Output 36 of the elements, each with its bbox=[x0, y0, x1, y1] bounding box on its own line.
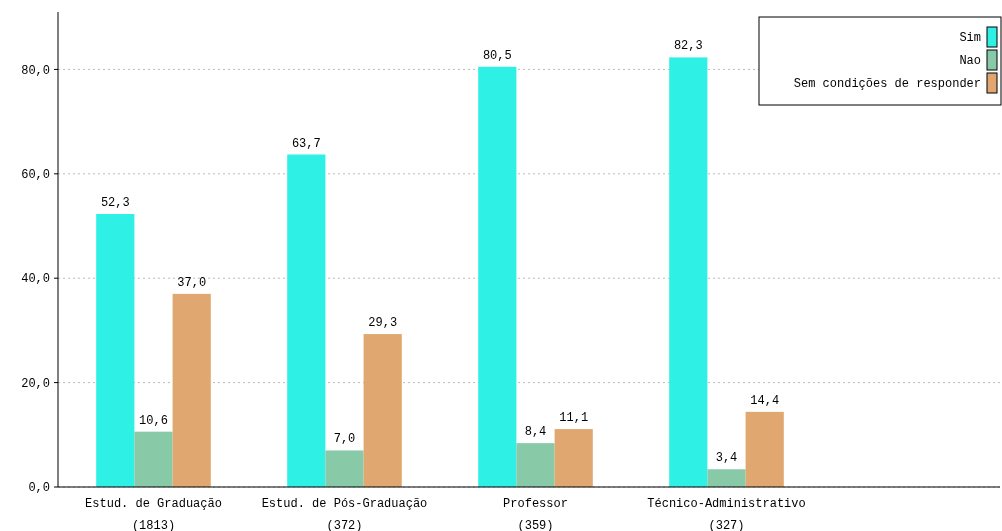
data-label: 82,3 bbox=[673, 39, 703, 54]
y-tick-label: 80,0 bbox=[21, 63, 50, 78]
legend-label: Nao bbox=[959, 54, 981, 69]
y-tick-label: 20,0 bbox=[21, 376, 50, 391]
y-tick-label: 0,0 bbox=[28, 481, 50, 496]
bar bbox=[363, 334, 402, 487]
bar bbox=[745, 411, 784, 487]
data-label: 63,7 bbox=[291, 136, 321, 151]
y-tick-label: 40,0 bbox=[21, 272, 50, 287]
bar bbox=[172, 293, 211, 487]
bar bbox=[134, 431, 173, 487]
bar bbox=[669, 57, 708, 487]
y-tick-label: 60,0 bbox=[21, 168, 50, 183]
data-label: 11,1 bbox=[559, 411, 589, 426]
data-label: 80,5 bbox=[482, 48, 512, 63]
data-label: 37,0 bbox=[177, 275, 207, 290]
bar bbox=[287, 154, 326, 487]
data-label: 3,4 bbox=[715, 451, 738, 466]
x-tick-label: Técnico-Administrativo (327) bbox=[647, 497, 806, 531]
bar bbox=[516, 443, 555, 487]
data-label: 8,4 bbox=[524, 425, 547, 440]
data-label: 14,4 bbox=[750, 393, 780, 408]
x-tick-label: Estud. de Pós-Graduação (372) bbox=[261, 497, 428, 531]
bar bbox=[96, 214, 135, 487]
bar bbox=[554, 429, 593, 487]
data-label: 52,3 bbox=[100, 196, 130, 211]
data-label: 10,6 bbox=[139, 413, 168, 428]
data-label: 7,0 bbox=[333, 432, 356, 447]
legend-label: Sim bbox=[959, 31, 981, 46]
bar bbox=[325, 450, 364, 487]
bar bbox=[707, 469, 746, 487]
x-tick-label: Professor (359) bbox=[503, 497, 568, 531]
data-label: 29,3 bbox=[368, 316, 398, 331]
x-tick-label: Estud. de Graduação (1813) bbox=[85, 497, 222, 531]
legend-label: Sem condições de responder bbox=[793, 77, 981, 92]
bar bbox=[478, 66, 517, 487]
